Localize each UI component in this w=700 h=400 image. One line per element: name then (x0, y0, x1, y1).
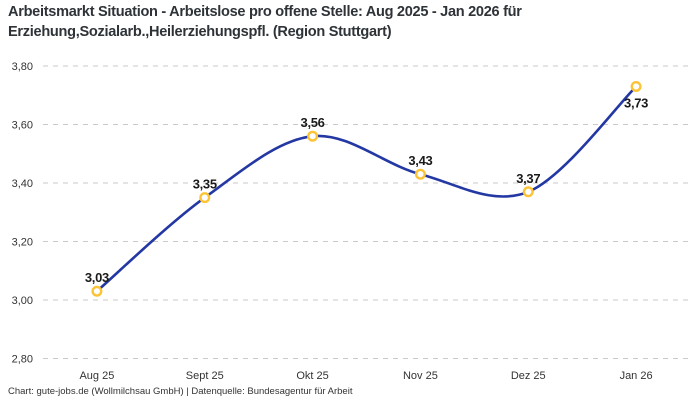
data-point-marker[interactable] (522, 186, 534, 198)
y-tick-label: 3,80 (12, 61, 33, 73)
data-point-label: 3,73 (624, 95, 648, 110)
chart-title-line1: Arbeitsmarkt Situation - Arbeitslose pro… (8, 3, 522, 20)
data-point-label: 3,43 (408, 153, 432, 168)
y-tick-label: 3,20 (12, 237, 33, 249)
data-point-marker[interactable] (414, 168, 426, 180)
data-point-label: 3,35 (193, 177, 217, 192)
line-series (95, 85, 638, 293)
data-point-marker[interactable] (307, 130, 319, 142)
x-axis-label: Sept 25 (186, 370, 224, 382)
x-axis-label: Aug 25 (79, 370, 114, 382)
data-point-label: 3,56 (301, 115, 325, 130)
y-tick-label: 3,00 (12, 295, 33, 307)
chart-attribution: Chart: gute-jobs.de (Wollmilchsau GmbH) … (8, 386, 353, 397)
data-point-marker[interactable] (199, 192, 211, 204)
y-tick-label: 3,60 (12, 120, 33, 132)
data-point-label: 3,03 (85, 270, 109, 285)
x-axis-label: Nov 25 (403, 370, 438, 382)
y-tick-label: 2,80 (12, 354, 33, 366)
data-point-label: 3,37 (516, 171, 540, 186)
chart-title-line2: Erziehung,Sozialarb.,Heilerziehungspfl. … (8, 23, 392, 40)
x-axis-label: Dez 25 (511, 370, 546, 382)
data-point-marker[interactable] (91, 285, 103, 297)
y-tick-label: 3,40 (12, 178, 33, 190)
chart-title: Arbeitsmarkt Situation - Arbeitslose pro… (8, 2, 522, 42)
x-axis-label: Jan 26 (620, 370, 653, 382)
x-axis-label: Okt 25 (296, 370, 328, 382)
data-point-marker[interactable] (630, 80, 642, 92)
